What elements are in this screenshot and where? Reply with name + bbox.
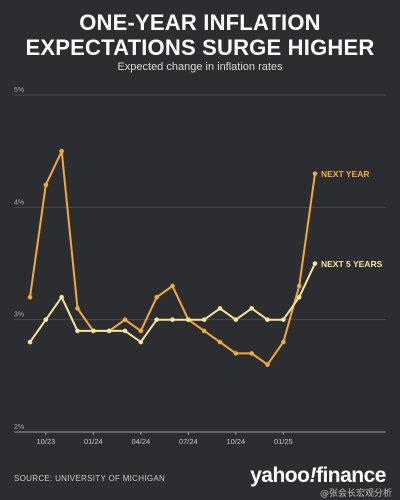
y-tick-label: 3% bbox=[14, 312, 24, 319]
data-point bbox=[122, 317, 128, 322]
data-point bbox=[312, 261, 318, 266]
data-point bbox=[296, 283, 302, 289]
brand-bang: ! bbox=[309, 464, 316, 487]
data-point bbox=[75, 328, 80, 334]
brand-suffix: finance bbox=[315, 464, 387, 487]
data-point bbox=[138, 328, 144, 334]
data-point bbox=[217, 306, 223, 311]
x-tick-label: 07/24 bbox=[179, 437, 198, 446]
y-tick-label: 5% bbox=[14, 87, 24, 94]
data-point bbox=[27, 339, 33, 345]
x-tick-label: 10/24 bbox=[226, 437, 245, 446]
brand-logo: yahoo!finance bbox=[250, 464, 386, 488]
title-line-2: EXPECTATIONS SURGE HIGHER bbox=[25, 35, 375, 60]
data-point bbox=[217, 339, 223, 345]
watermark: @张会长宏观分析 bbox=[319, 489, 392, 499]
data-point bbox=[59, 294, 64, 300]
data-point bbox=[43, 182, 49, 188]
data-point bbox=[154, 294, 159, 300]
series-label-1: NEXT YEAR bbox=[321, 169, 370, 179]
x-tick-label: 10/23 bbox=[36, 437, 55, 446]
y-tick-label: 4% bbox=[14, 199, 24, 206]
data-point bbox=[312, 171, 318, 176]
data-point bbox=[43, 317, 49, 322]
series-line-1 bbox=[29, 150, 316, 366]
data-point bbox=[201, 317, 207, 322]
y-tick-label: 2% bbox=[14, 424, 24, 431]
data-point bbox=[154, 317, 159, 322]
data-point bbox=[75, 306, 80, 311]
data-point bbox=[265, 362, 270, 367]
data-point bbox=[296, 294, 302, 300]
data-point bbox=[170, 283, 175, 289]
data-point bbox=[233, 351, 239, 356]
data-point bbox=[59, 148, 64, 154]
data-point bbox=[122, 328, 128, 334]
source-note: SOURCE: UNIVERSITY OF MICHIGAN bbox=[14, 474, 166, 483]
data-point bbox=[91, 328, 96, 334]
chart-subtitle: Expected change in inflation rates bbox=[117, 61, 283, 73]
data-point bbox=[249, 306, 254, 311]
data-point bbox=[27, 294, 33, 300]
data-point bbox=[186, 317, 191, 322]
data-point bbox=[281, 317, 286, 322]
data-point bbox=[170, 317, 175, 322]
chart-title: ONE-YEAR INFLATION EXPECTATIONS SURGE HI… bbox=[0, 10, 400, 60]
x-tick-label: 01/24 bbox=[84, 437, 103, 446]
series-line-2 bbox=[29, 263, 316, 344]
data-point bbox=[265, 317, 270, 322]
data-point bbox=[249, 351, 254, 356]
data-point bbox=[106, 328, 112, 334]
x-tick-label: 04/24 bbox=[131, 437, 150, 446]
data-point bbox=[281, 339, 286, 345]
title-line-1: ONE-YEAR INFLATION bbox=[79, 10, 321, 35]
data-point bbox=[233, 317, 239, 322]
x-tick-label: 01/25 bbox=[274, 437, 293, 446]
brand-text: yahoo bbox=[250, 464, 310, 487]
series-label-2: NEXT 5 YEARS bbox=[321, 259, 383, 269]
data-point bbox=[201, 328, 207, 334]
data-point bbox=[138, 339, 144, 345]
